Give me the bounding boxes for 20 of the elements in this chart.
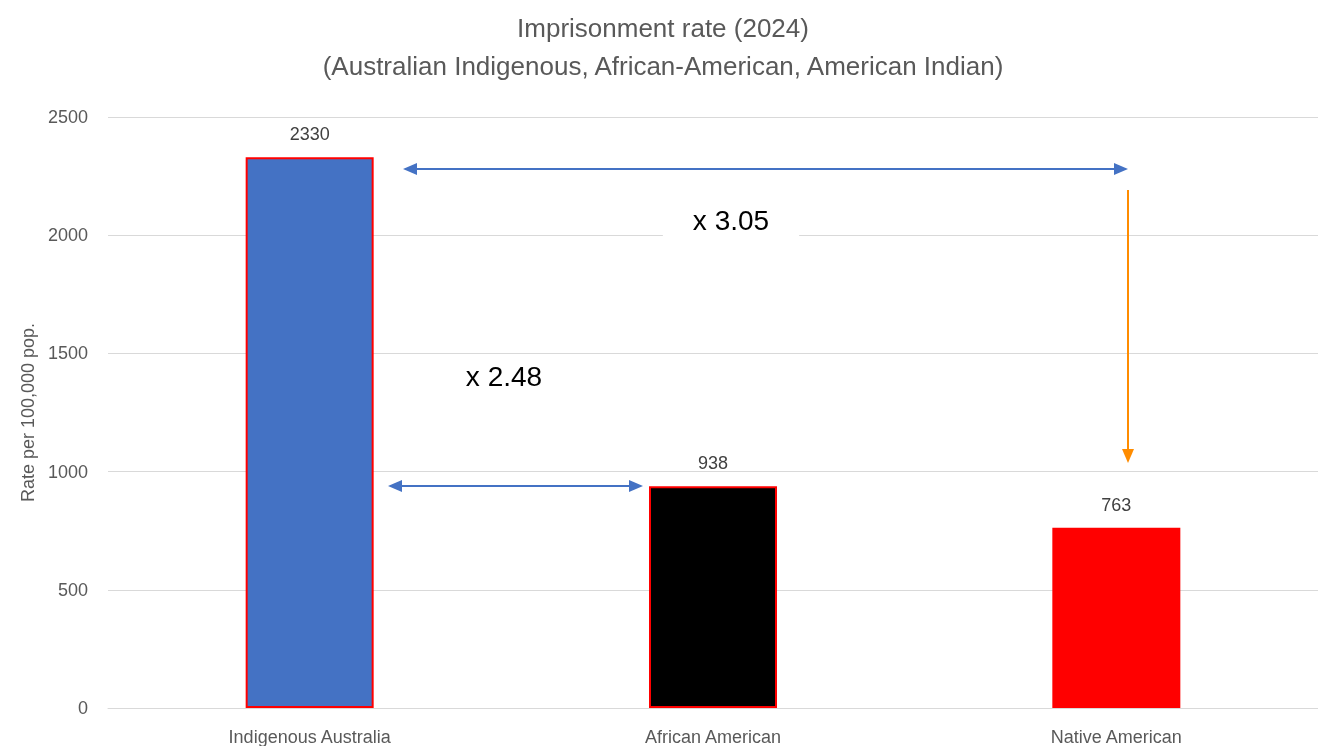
x-tick-label: Indigenous Australia [228, 727, 392, 747]
annotation: x 3.05 [692, 204, 770, 236]
y-tick-label: 0 [77, 698, 88, 718]
x-tick-label: African American [644, 727, 782, 747]
data-label: 2330 [289, 124, 330, 145]
bar [245, 157, 374, 708]
chart-title: Imprisonment rate (2024) [517, 13, 809, 43]
y-tick-label: 1500 [47, 343, 88, 364]
annotation: x 2.48 [465, 360, 543, 392]
x-tick-label: Native American [1050, 727, 1182, 747]
bar [649, 486, 777, 708]
bar [1052, 527, 1181, 708]
data-label: 763 [1101, 494, 1132, 515]
y-tick-label: 1000 [47, 461, 88, 482]
data-label: 938 [697, 453, 729, 474]
chart-subtitle: (Australian Indigenous, African-American, American Indian) [322, 51, 1004, 81]
y-axis-title: Rate per 100,000 pop. [18, 322, 39, 503]
y-tick-label: 2500 [47, 107, 88, 127]
y-tick-label: 500 [57, 579, 88, 600]
y-tick-label: 2000 [47, 225, 88, 246]
